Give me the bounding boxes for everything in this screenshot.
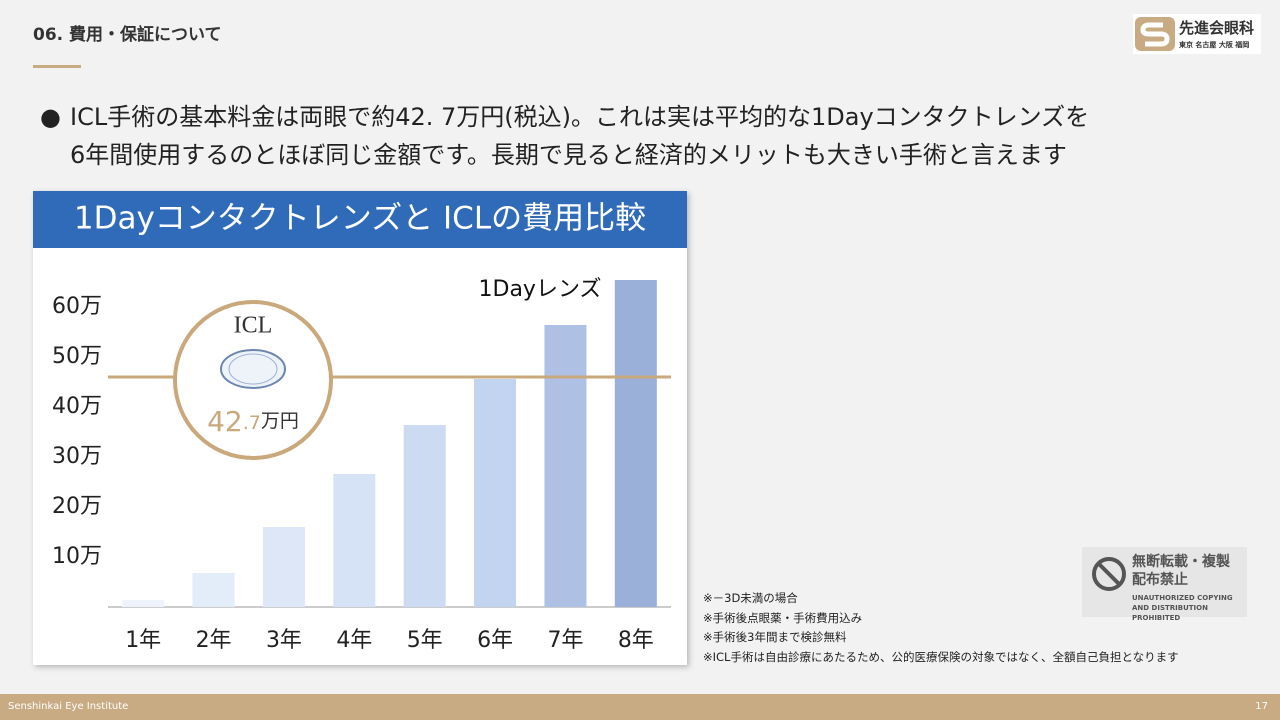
text: UNAUTHORIZED COPYING — [1132, 594, 1233, 602]
text: 配布禁止 — [1132, 572, 1188, 588]
logo-subtext: 東京 名古屋 大阪 福岡 — [1179, 41, 1250, 49]
page-number: 17 — [1255, 701, 1268, 712]
bar — [192, 573, 235, 607]
copyright-badge: 無断転載・複製 配布禁止 UNAUTHORIZED COPYING AND DIST… — [1082, 547, 1247, 622]
bar — [333, 474, 376, 607]
icl-price: 42.7万円 — [207, 405, 299, 438]
icl-label: ICL — [234, 313, 273, 339]
bar — [544, 325, 587, 607]
bullet-line: 6年間使用するのとほぼ同じ金額です。長期で見ると経済的メリットも大きい手術と言え… — [70, 141, 1067, 169]
note: ※手術後点眼薬・手術費用込み — [703, 610, 863, 625]
icl-price-part: 42 — [207, 405, 243, 438]
badge-title: 無断転載・複製 配布禁止 — [1132, 553, 1230, 589]
footer-text: Senshinkai Eye Institute — [8, 701, 129, 712]
y-tick-label: 10万 — [52, 544, 102, 569]
notes: ※－3D未満の場合 ※手術後点眼薬・手術費用込み ※手術後3年間まで検診無料 ※… — [703, 589, 1179, 667]
x-tick-label: 3年 — [266, 628, 302, 653]
x-tick-label: 6年 — [477, 628, 513, 653]
note: ※手術後3年間まで検診無料 — [703, 630, 847, 644]
note: ※－3D未満の場合 — [703, 591, 798, 605]
section-title: 06. 費用・保証について — [33, 25, 222, 45]
icl-price-part: .7 — [243, 412, 261, 434]
bar — [122, 600, 165, 607]
lens-icon-inner — [228, 353, 278, 385]
x-tick-label: 1年 — [125, 628, 161, 653]
bar — [262, 527, 305, 607]
lens-icon — [220, 349, 286, 389]
logo: 先進会眼科 東京 名古屋 大阪 福岡 — [1133, 14, 1261, 54]
no-icon — [1092, 557, 1126, 591]
bullet: ● ICL手術の基本料金は両眼で約42. 7万円(税込)。これは実は平均的な1D… — [40, 98, 1089, 174]
chart-title-bar — [33, 191, 687, 248]
bar — [474, 379, 517, 607]
text: 無断転載・複製 — [1132, 554, 1230, 570]
badge-subtitle: UNAUTHORIZED COPYING AND DISTRIBUTION PRO… — [1132, 593, 1247, 623]
x-tick-label: 2年 — [196, 628, 232, 653]
bullet-line: ICL手術の基本料金は両眼で約42. 7万円(税込)。これは実は平均的な1Day… — [70, 103, 1090, 131]
logo-mark — [1135, 17, 1175, 51]
y-tick-label: 20万 — [52, 494, 102, 519]
y-tick-label: 60万 — [52, 294, 102, 319]
chart: 1Dayコンタクトレンズと ICLの費用比較 10万 20万 30万 40万 50万 60… — [33, 191, 687, 665]
note: ※ICL手術は自由診療にあたるため、公的医療保険の対象ではなく、全額自己負担とな… — [703, 649, 1179, 664]
title-rule — [33, 65, 81, 68]
footer: Senshinkai Eye Institute 17 — [0, 694, 1280, 720]
bar — [614, 280, 657, 607]
x-tick-label: 4年 — [336, 628, 372, 653]
bar — [403, 425, 446, 607]
y-tick-label: 40万 — [52, 394, 102, 419]
logo-text: 先進会眼科 — [1179, 19, 1255, 37]
x-tick-label: 5年 — [407, 628, 443, 653]
icl-price-part: 万円 — [261, 411, 299, 432]
x-tick-label: 7年 — [547, 628, 583, 653]
x-tick-label: 8年 — [618, 628, 654, 653]
chart-title: 1Dayコンタクトレンズと ICLの費用比較 — [74, 201, 646, 237]
text: AND DISTRIBUTION PROHIBITED — [1132, 604, 1208, 622]
legend-label: 1Dayレンズ — [479, 277, 602, 302]
y-tick-label: 50万 — [52, 344, 102, 369]
y-tick-label: 30万 — [52, 444, 102, 469]
